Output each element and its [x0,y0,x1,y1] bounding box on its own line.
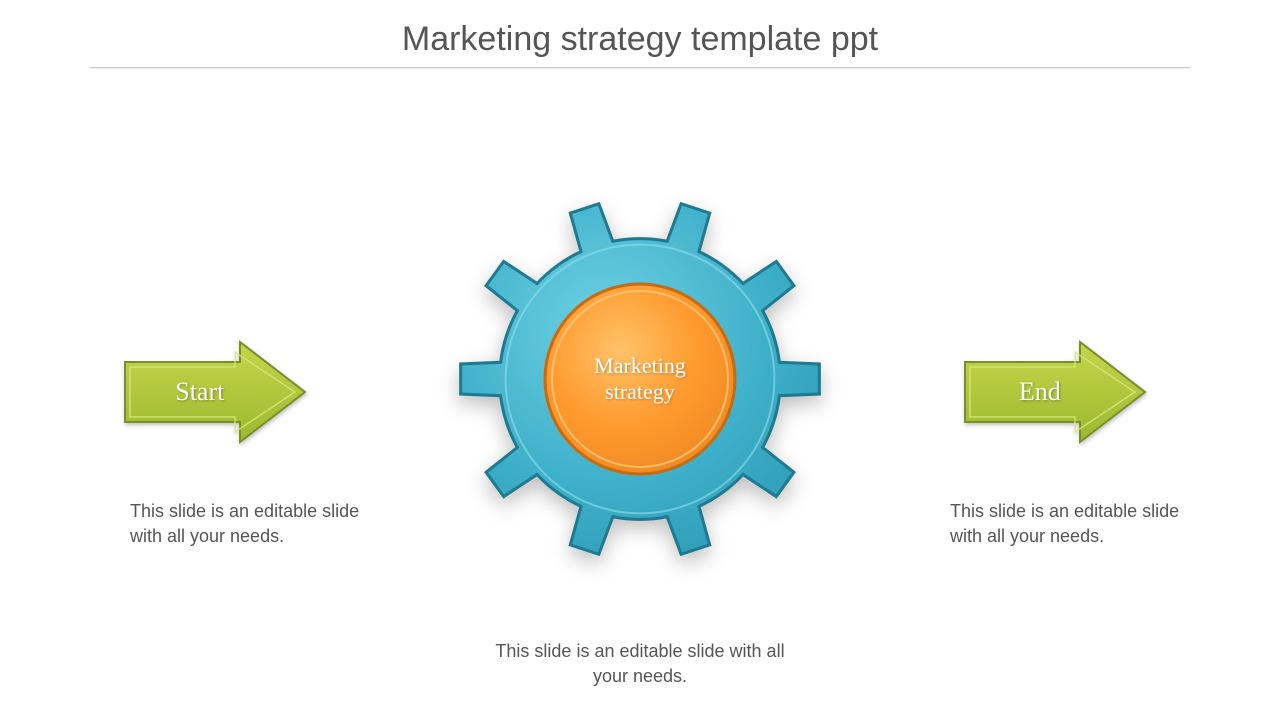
start-arrow-shape: Start [120,337,310,447]
gear-block: Marketing strategy [450,189,830,569]
start-caption: This slide is an editable slide with all… [130,499,360,549]
end-arrow-label: End [1019,377,1061,407]
start-arrow-label: Start [175,377,224,407]
slide-title: Marketing strategy template ppt [0,20,1280,59]
slide-title-block: Marketing strategy template ppt [0,0,1280,79]
diagram-canvas: Start This slide is an editable slide wi… [0,79,1280,699]
end-caption: This slide is an editable slide with all… [950,499,1180,549]
gear-caption: This slide is an editable slide with all… [490,639,790,689]
gear-label: Marketing strategy [560,353,720,405]
title-divider [90,67,1190,69]
start-arrow-block: Start [120,337,320,447]
end-arrow-shape: End [960,337,1150,447]
end-arrow-block: End [960,337,1160,447]
